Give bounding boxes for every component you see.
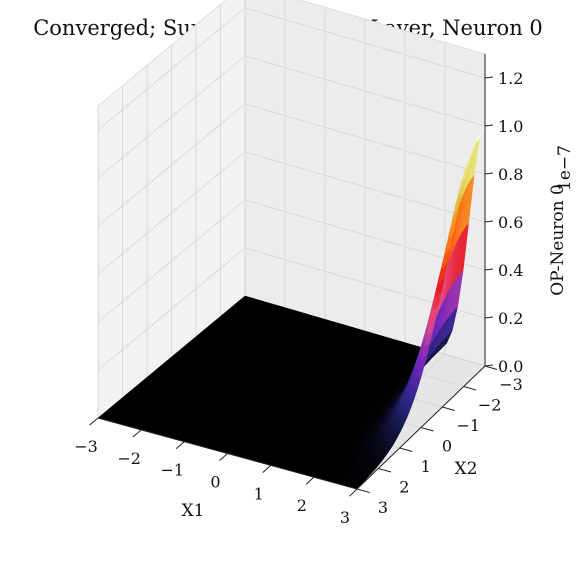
y-tick-label: −3: [499, 375, 523, 394]
x-tick-label: −1: [161, 461, 185, 480]
z-tick-label: 0.6: [498, 213, 523, 232]
x-tick-label: 1: [254, 484, 264, 503]
z-axis-ticks: 0.0 0.2 0.4 0.6 0.8 1.0 1.2: [484, 69, 523, 376]
y-tick-label: 3: [378, 498, 388, 517]
y-tick-label: 2: [399, 478, 409, 497]
z-tick-label: 1.2: [498, 69, 523, 88]
z-axis-label: OP-Neuron 0: [548, 184, 568, 296]
x-tick-label: 3: [340, 508, 350, 527]
x-axis-ticks: −3 −2 −1 0 1 2 3: [74, 417, 358, 527]
y-tick-label: −1: [457, 416, 481, 435]
x-tick-label: 0: [210, 473, 220, 492]
x-tick-label: 2: [297, 496, 307, 515]
x-tick-label: −2: [117, 449, 141, 468]
z-tick-label: 1.0: [498, 117, 523, 136]
z-tick-label: 0.0: [498, 357, 523, 376]
y-axis-label: X2: [455, 459, 478, 479]
z-tick-label: 0.2: [498, 309, 523, 328]
y-tick-label: 0: [442, 437, 452, 456]
x-axis-label: X1: [182, 501, 205, 521]
z-tick-label: 0.4: [498, 261, 523, 280]
surface-plot: [97, 125, 486, 489]
z-tick-label: 0.8: [498, 165, 523, 184]
y-tick-label: −2: [478, 396, 502, 415]
y-tick-label: 1: [421, 457, 431, 476]
z-offset-label: 1e−7: [555, 145, 575, 191]
x-tick-label: −3: [74, 437, 98, 456]
